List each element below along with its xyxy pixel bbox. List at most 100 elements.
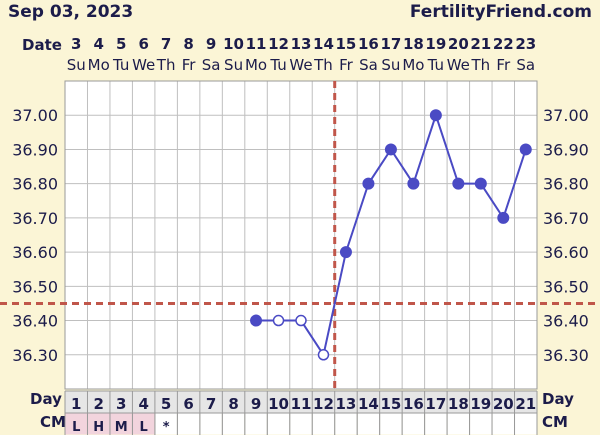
day-row-label-left: Day bbox=[30, 390, 62, 408]
y-tick-label-left: 37.00 bbox=[12, 106, 58, 125]
cycle-day-number: 3 bbox=[116, 395, 126, 413]
temperature-point bbox=[250, 314, 263, 327]
y-tick-label-right: 36.50 bbox=[543, 277, 589, 296]
y-tick-label-right: 36.90 bbox=[543, 140, 589, 159]
weekday-label: We bbox=[132, 56, 155, 74]
temperature-point bbox=[407, 177, 420, 190]
coverlines bbox=[0, 81, 600, 391]
day-row-background bbox=[65, 391, 537, 413]
y-tick-label-left: 36.40 bbox=[12, 312, 58, 331]
date-number: 5 bbox=[116, 35, 126, 53]
cm-cell bbox=[245, 413, 267, 435]
temperature-point-open bbox=[317, 349, 330, 361]
y-tick-label-left: 36.30 bbox=[12, 346, 58, 365]
date-number: 23 bbox=[515, 35, 536, 53]
weekday-label: Su bbox=[224, 56, 243, 74]
weekday-label: Sa bbox=[202, 56, 221, 74]
weekday-label: We bbox=[447, 56, 470, 74]
weekday-label: Fr bbox=[339, 56, 354, 74]
temperature-point bbox=[362, 177, 375, 190]
site-name: FertilityFriend.com bbox=[409, 2, 592, 22]
y-tick-label-right: 37.00 bbox=[543, 106, 589, 125]
cm-cell bbox=[200, 413, 222, 435]
date-number: 21 bbox=[470, 35, 491, 53]
cycle-day-number: 8 bbox=[228, 395, 238, 413]
date-number: 13 bbox=[291, 35, 312, 53]
weekday-label: Sa bbox=[359, 56, 378, 74]
date-number: 11 bbox=[246, 35, 267, 53]
cm-cell bbox=[447, 413, 470, 435]
weekday-label: Mo bbox=[88, 56, 110, 74]
weekday-label: Th bbox=[313, 56, 333, 74]
plot-border bbox=[64, 80, 538, 390]
temperature-point bbox=[384, 143, 397, 156]
cycle-day-number: 4 bbox=[138, 395, 148, 413]
temperature-point bbox=[474, 177, 487, 190]
temperature-series bbox=[250, 109, 532, 361]
weekday-label: Fr bbox=[496, 56, 511, 74]
cm-cell bbox=[470, 413, 492, 435]
weekday-label: Tu bbox=[427, 56, 444, 74]
cm-cell bbox=[65, 413, 87, 435]
temperature-point bbox=[519, 143, 532, 156]
date-number: 6 bbox=[138, 35, 148, 53]
cycle-day-number: 7 bbox=[206, 395, 216, 413]
date-number: 10 bbox=[223, 35, 244, 53]
chart-date-title: Sep 03, 2023 bbox=[8, 2, 134, 22]
cycle-day-number: 1 bbox=[71, 395, 81, 413]
weekday-label: Fr bbox=[182, 56, 197, 74]
y-tick-label-right: 36.30 bbox=[543, 346, 589, 365]
cm-cell bbox=[87, 413, 110, 435]
weekday-label: Su bbox=[381, 56, 400, 74]
cycle-day-number: 12 bbox=[313, 395, 334, 413]
y-tick-label-right: 36.70 bbox=[543, 209, 589, 228]
date-number: 3 bbox=[71, 35, 81, 53]
date-number: 7 bbox=[161, 35, 171, 53]
cycle-day-number: 6 bbox=[183, 395, 193, 413]
cm-row-label-right: CM bbox=[542, 413, 568, 431]
date-number: 9 bbox=[206, 35, 216, 53]
date-number: 22 bbox=[493, 35, 514, 53]
cycle-day-number: 13 bbox=[336, 395, 357, 413]
weekday-label: We bbox=[289, 56, 312, 74]
cycle-day-number: 14 bbox=[358, 395, 379, 413]
temperature-point bbox=[429, 109, 442, 122]
cm-cell bbox=[425, 413, 447, 435]
date-number: 17 bbox=[380, 35, 401, 53]
cycle-day-number: 11 bbox=[291, 395, 312, 413]
date-number: 19 bbox=[425, 35, 446, 53]
date-number: 8 bbox=[183, 35, 193, 53]
y-axis-ticks: 36.30 36.30 36.40 36.40 36.50 36.50 36.60 36.60… bbox=[12, 106, 589, 365]
cycle-day-number: 19 bbox=[470, 395, 491, 413]
cycle-day-number: 10 bbox=[268, 395, 289, 413]
cm-cell bbox=[335, 413, 357, 435]
date-number: 18 bbox=[403, 35, 424, 53]
cycle-day-number: 9 bbox=[251, 395, 261, 413]
cycle-day-number: 16 bbox=[403, 395, 424, 413]
cycle-day-number: 21 bbox=[515, 395, 536, 413]
weekday-label: Mo bbox=[402, 56, 424, 74]
cycle-day-number: 18 bbox=[448, 395, 469, 413]
cm-cell bbox=[267, 413, 290, 435]
weekday-label: Su bbox=[67, 56, 86, 74]
cm-cell bbox=[380, 413, 402, 435]
plot-area bbox=[65, 81, 537, 389]
temperature-point bbox=[339, 246, 352, 259]
date-number: 4 bbox=[93, 35, 103, 53]
weekday-label: Th bbox=[156, 56, 176, 74]
cycle-day-number: 17 bbox=[425, 395, 446, 413]
weekday-label: Tu bbox=[112, 56, 129, 74]
y-tick-label-right: 36.40 bbox=[543, 312, 589, 331]
y-tick-label-left: 36.50 bbox=[12, 277, 58, 296]
grid-lines bbox=[64, 80, 538, 390]
date-row: 3Su4Mo5Tu6We7Th8Fr9Sa10Su11Mo12Tu13We14T… bbox=[67, 35, 536, 74]
temperature-point bbox=[452, 177, 465, 190]
cm-cell bbox=[357, 413, 380, 435]
cm-cell bbox=[515, 413, 537, 435]
weekday-label: Tu bbox=[269, 56, 286, 74]
date-number: 15 bbox=[336, 35, 357, 53]
day-row-label-right: Day bbox=[542, 390, 574, 408]
date-number: 12 bbox=[268, 35, 289, 53]
cm-code-label: H bbox=[93, 420, 104, 435]
